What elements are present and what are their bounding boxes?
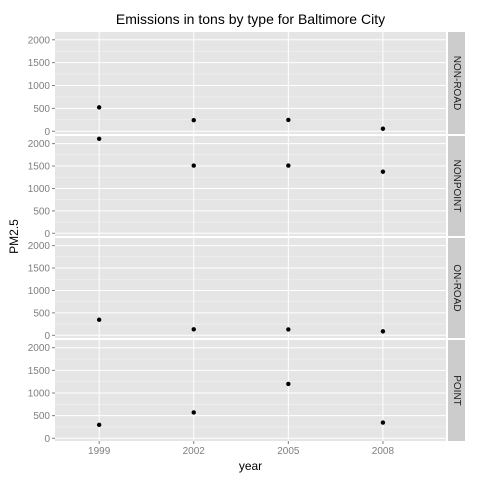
y-tick-label: 2000	[28, 241, 51, 252]
facet-strip-non-road	[448, 32, 465, 134]
data-point-point-2002	[191, 410, 196, 415]
y-tick-label: 0	[44, 229, 50, 240]
facet-strip-label: POINT	[451, 375, 462, 406]
data-point-nonpoint-2008	[380, 169, 386, 174]
data-point-point-2008	[380, 420, 386, 425]
data-point-nonpoint-2002	[191, 163, 196, 168]
facet-strip-label: NONPOINT	[451, 160, 462, 213]
data-point-on-road-2002	[191, 327, 196, 332]
x-tick-label: 2008	[372, 446, 395, 457]
y-tick-label: 2000	[28, 343, 51, 354]
x-tick-label: 2005	[277, 446, 300, 457]
x-tick-label: 1999	[88, 446, 111, 457]
data-point-point-1999	[96, 422, 102, 428]
y-tick-label: 500	[33, 206, 50, 217]
data-point-on-road-2008	[380, 329, 386, 334]
y-tick-label: 0	[44, 127, 50, 138]
y-tick-label: 1000	[28, 286, 51, 297]
panel-background-non-road	[55, 32, 446, 134]
panel-background-nonpoint	[55, 136, 446, 236]
panel-background-point	[55, 340, 446, 441]
y-tick-label: 2000	[28, 35, 51, 46]
facet-strip-label: NON-ROAD	[451, 56, 462, 110]
data-point-non-road-2002	[191, 118, 196, 123]
y-tick-label: 500	[33, 308, 50, 319]
y-tick-label: 500	[33, 411, 50, 422]
data-point-on-road-1999	[96, 317, 102, 322]
data-point-non-road-2005	[286, 117, 291, 123]
y-tick-label: 2000	[28, 139, 51, 150]
y-tick-label: 0	[44, 434, 50, 445]
y-tick-label: 1500	[28, 58, 51, 69]
y-axis-title: PM2.5	[7, 219, 21, 254]
facet-strip-label: ON-ROAD	[451, 264, 462, 311]
y-tick-label: 1000	[28, 388, 51, 399]
x-tick-label: 2002	[183, 446, 206, 457]
data-point-point-2005	[286, 381, 291, 387]
data-point-on-road-2005	[286, 327, 291, 332]
y-tick-label: 1000	[28, 81, 51, 92]
data-point-nonpoint-2005	[286, 163, 291, 168]
y-tick-label: 1000	[28, 184, 51, 195]
facet-strip-point	[448, 340, 465, 441]
chart-title: Emissions in tons by type for Baltimore …	[116, 11, 385, 27]
data-point-non-road-1999	[96, 105, 102, 110]
data-point-non-road-2008	[380, 126, 386, 131]
y-tick-label: 0	[44, 331, 50, 342]
data-point-nonpoint-1999	[96, 136, 102, 141]
facet-strip-on-road	[448, 238, 465, 338]
panel-background-on-road	[55, 238, 446, 338]
x-axis-title: year	[239, 459, 262, 473]
y-tick-label: 500	[33, 104, 50, 115]
y-tick-label: 1500	[28, 162, 51, 173]
y-tick-label: 1500	[28, 264, 51, 275]
facet-strip-nonpoint	[448, 136, 465, 236]
y-tick-label: 1500	[28, 366, 51, 377]
